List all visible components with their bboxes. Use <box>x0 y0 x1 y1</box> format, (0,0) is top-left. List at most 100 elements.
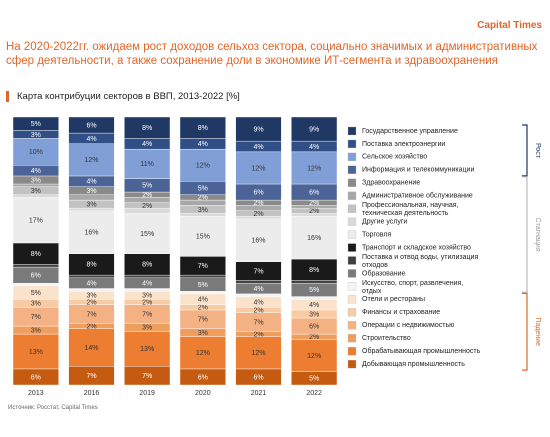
data-label: 4% <box>142 141 152 148</box>
data-label: 12% <box>251 165 265 172</box>
legend-label: Строительство <box>362 335 411 342</box>
bar-segment <box>291 116 338 142</box>
bar-segment <box>235 293 282 297</box>
legend-swatch <box>347 334 357 343</box>
data-label: 7% <box>253 319 263 326</box>
bar-segment <box>235 116 282 142</box>
legend-swatch <box>347 178 357 187</box>
bar-segment <box>291 280 338 284</box>
data-label: 14% <box>84 345 98 352</box>
legend-swatch <box>347 295 357 304</box>
data-label: 2% <box>198 195 208 202</box>
bar-segment <box>68 210 115 254</box>
bar-segment <box>124 288 171 292</box>
legend-label-line: Поставка и отвод воды, утилизация <box>362 254 478 261</box>
chart-subtitle: Карта контрибуции секторов в ВВП, 2013-2… <box>6 91 240 102</box>
data-label: 9% <box>309 126 319 133</box>
data-label: 3% <box>198 207 208 214</box>
data-label: 16% <box>251 238 265 245</box>
source-note: Источник: Росстат, Capital Times <box>8 405 98 411</box>
legend-swatch <box>347 243 357 252</box>
data-label: 2% <box>142 203 152 210</box>
legend-swatch <box>347 256 357 265</box>
group-bracket <box>522 292 528 371</box>
data-label: 2% <box>309 208 319 215</box>
bar-segment <box>68 116 115 134</box>
legend-swatch <box>347 269 357 278</box>
data-label: 17% <box>29 218 43 225</box>
bar-segment <box>179 213 226 217</box>
bar-segment <box>124 274 171 278</box>
data-label: 2% <box>309 334 319 341</box>
data-label: 8% <box>142 262 152 269</box>
data-label: 3% <box>31 327 41 334</box>
legend-label-line: отдых <box>362 288 382 295</box>
legend-label: Операции с недвижимостью <box>362 322 454 329</box>
bar-segment <box>12 264 59 268</box>
legend-label: Образование <box>362 269 405 277</box>
bar-segment <box>291 215 338 260</box>
group-label: Рост <box>534 143 541 159</box>
bar-segment <box>12 333 59 370</box>
data-label: 8% <box>309 267 319 274</box>
data-label: 12% <box>251 350 265 357</box>
legend-label: Профессиональная, научная, техническая де… <box>362 202 459 217</box>
data-label: 3% <box>86 293 96 300</box>
bar-segment <box>68 194 115 201</box>
legend-swatch <box>347 217 357 226</box>
bar-segment <box>291 296 338 300</box>
legend-swatch <box>347 165 357 175</box>
data-label: 2% <box>142 299 152 306</box>
bar-segment <box>124 116 171 139</box>
data-label: 5% <box>198 282 208 289</box>
data-label: 4% <box>253 299 263 306</box>
data-label: 3% <box>31 177 41 184</box>
group-label: Стагнация <box>534 218 541 252</box>
chart-title: На 2020-2022гг. ожидаем рост доходов сел… <box>6 41 538 67</box>
data-label: 7% <box>142 373 152 380</box>
data-label: 3% <box>142 325 152 332</box>
bar-segment <box>179 274 226 278</box>
data-label: 6% <box>309 323 319 330</box>
legend-swatch <box>347 321 357 330</box>
legend-label: Транспорт и складское хозяйство <box>362 243 471 251</box>
data-label: 5% <box>198 185 208 192</box>
bar-segment <box>235 280 282 284</box>
x-tick-label: 2019 <box>139 390 155 397</box>
data-label: 11% <box>140 161 154 168</box>
legend-label-line: Искусство, спорт, развлечения, <box>362 280 463 287</box>
bar-segment <box>179 291 226 295</box>
data-label: 6% <box>309 189 319 196</box>
bar-segment <box>12 138 59 166</box>
legend-label: Добывающая промышленность <box>362 360 465 368</box>
data-label: 15% <box>196 234 210 241</box>
data-label: 2% <box>253 331 263 338</box>
bar-segment <box>68 274 115 278</box>
data-label: 2% <box>86 323 96 330</box>
bar-segment <box>235 336 282 370</box>
data-label: 4% <box>86 179 96 186</box>
data-label: 8% <box>198 125 208 132</box>
data-label: 4% <box>198 297 208 304</box>
bar-segment <box>235 151 282 185</box>
data-label: 2% <box>198 305 208 312</box>
data-label: 10% <box>29 149 43 156</box>
data-label: 2% <box>253 307 263 314</box>
x-tick-label: 2022 <box>306 390 322 397</box>
data-label: 3% <box>31 188 41 195</box>
legend-label: Отели и рестораны <box>362 296 425 303</box>
data-label: 6% <box>31 272 41 279</box>
group-label: Падение <box>534 317 541 346</box>
data-label: 5% <box>31 121 41 128</box>
bar-segment <box>235 218 282 262</box>
data-label: 13% <box>29 349 43 356</box>
data-label: 13% <box>140 346 154 353</box>
data-label: 6% <box>253 189 263 196</box>
data-label: 3% <box>86 188 96 195</box>
data-label: 8% <box>142 125 152 132</box>
x-tick-label: 2016 <box>84 390 100 397</box>
legend-label: Сельское хозяйство <box>362 153 427 161</box>
data-label: 2% <box>253 200 263 207</box>
legend-label: Искусство, спорт, развлечения, отдых <box>362 280 463 295</box>
